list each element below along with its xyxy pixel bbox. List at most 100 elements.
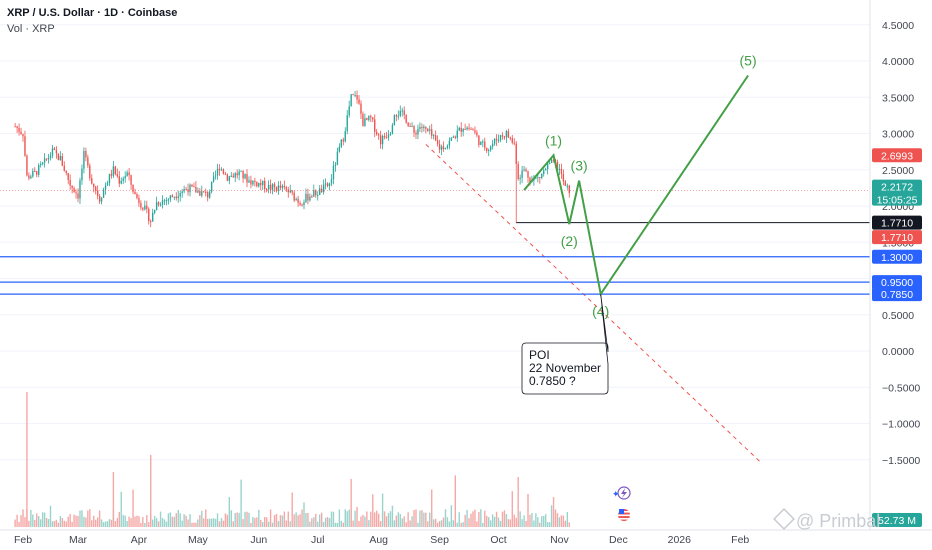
- candle-body: [193, 186, 195, 188]
- candle-body: [539, 177, 541, 179]
- us-flag-icon[interactable]: [618, 509, 630, 521]
- volume-bar: [167, 513, 170, 527]
- volume-bar: [63, 520, 65, 527]
- candle-body: [16, 126, 18, 129]
- volume-legend[interactable]: Vol · XRP: [7, 23, 55, 35]
- red-dashed-trendline[interactable]: [425, 144, 763, 464]
- candle-body: [189, 184, 191, 193]
- candle-body: [493, 138, 496, 144]
- candle-body: [85, 150, 87, 158]
- volume-bar: [489, 520, 492, 527]
- lightning-icon[interactable]: [617, 486, 631, 500]
- volume-bar: [277, 521, 280, 527]
- candle-body: [315, 190, 317, 196]
- volume-bar: [405, 522, 407, 527]
- volume-bar: [193, 522, 195, 527]
- wave-label: (4): [592, 303, 609, 319]
- elliott-wave-path[interactable]: [523, 74, 749, 297]
- volume-bar: [163, 519, 166, 527]
- volume-bar: [379, 521, 382, 527]
- candle-body: [108, 173, 111, 184]
- volume-bar: [548, 522, 551, 527]
- candle-body: [38, 165, 40, 175]
- candle-body: [326, 183, 329, 187]
- volume-bar: [134, 516, 136, 527]
- candle-body: [95, 186, 97, 191]
- volume-bar: [381, 493, 384, 527]
- volume-bar: [466, 509, 468, 527]
- volume-bar: [507, 519, 510, 527]
- candle-body: [159, 204, 162, 206]
- candle-body: [212, 176, 215, 182]
- volume-bar: [120, 491, 122, 527]
- candle-body: [478, 135, 480, 145]
- volume-bar: [140, 522, 142, 527]
- candle-body: [258, 182, 260, 187]
- volume-bar: [438, 521, 441, 527]
- poi-callout-box: [521, 294, 609, 395]
- volume-bar: [397, 512, 400, 527]
- time-axis[interactable]: Feb Mar Apr May Jun Jul Aug Sep Oct Nov Dec 2026 Feb: [14, 534, 749, 546]
- volume-bar: [468, 518, 470, 527]
- volume-bar: [460, 522, 462, 527]
- volume-bar: [100, 519, 103, 527]
- candle-body: [370, 116, 372, 118]
- poi-callout[interactable]: POI 22 November 0.7850 ?: [521, 294, 609, 395]
- candle-body: [340, 139, 343, 147]
- volume-bar: [271, 522, 274, 527]
- candle-body: [39, 163, 42, 166]
- candle-body: [161, 200, 164, 205]
- candle-body: [427, 128, 429, 131]
- candle-body: [488, 149, 490, 151]
- candle-body: [372, 117, 374, 120]
- volume-bar: [183, 514, 185, 527]
- candle-body: [468, 127, 470, 129]
- candle-body: [537, 177, 539, 179]
- volume-bar: [175, 513, 177, 527]
- volume-bar: [18, 521, 20, 527]
- volume-bar: [366, 511, 368, 527]
- candle-body: [236, 173, 238, 176]
- candle-body: [484, 141, 486, 148]
- volume-bar: [214, 518, 217, 527]
- candle-body: [220, 169, 223, 171]
- volume-bar: [79, 510, 81, 527]
- volume-bar: [95, 519, 97, 527]
- candle-body: [240, 170, 242, 172]
- volume-bar: [36, 513, 38, 527]
- volume-bar: [415, 509, 417, 527]
- candle-body: [364, 118, 366, 127]
- candle-body: [28, 175, 30, 179]
- volume-bar: [307, 512, 309, 527]
- volume-bar: [527, 494, 529, 527]
- volume-bar: [289, 521, 291, 527]
- volume-bar: [110, 519, 113, 527]
- time-tick-label: Jul: [311, 534, 324, 546]
- candle-body: [338, 146, 341, 152]
- candle-body: [100, 197, 103, 202]
- volume-bar: [417, 522, 419, 527]
- candle-body: [205, 191, 207, 193]
- volume-bar: [407, 512, 409, 527]
- price-badge-label: 0.9500: [881, 277, 913, 289]
- candle-body: [434, 135, 437, 141]
- candle-body: [203, 191, 205, 193]
- candle-body: [116, 174, 119, 177]
- chart-title[interactable]: XRP / U.S. Dollar · 1D · Coinbase: [7, 7, 178, 19]
- candle-body: [444, 147, 447, 150]
- volume-bar: [205, 509, 207, 527]
- plus-icon[interactable]: ✦: [612, 489, 620, 499]
- volume-bar: [195, 522, 197, 527]
- volume-bar: [552, 497, 555, 527]
- candle-body: [346, 115, 348, 132]
- candle-body: [130, 175, 132, 185]
- candle-body: [301, 204, 303, 206]
- volume-bar: [169, 512, 172, 527]
- candle-body: [112, 166, 115, 176]
- candle-body: [544, 169, 547, 171]
- candle-body: [98, 195, 101, 202]
- volume-bar: [273, 515, 276, 527]
- candle-body: [61, 155, 63, 166]
- volume-bar: [521, 519, 523, 527]
